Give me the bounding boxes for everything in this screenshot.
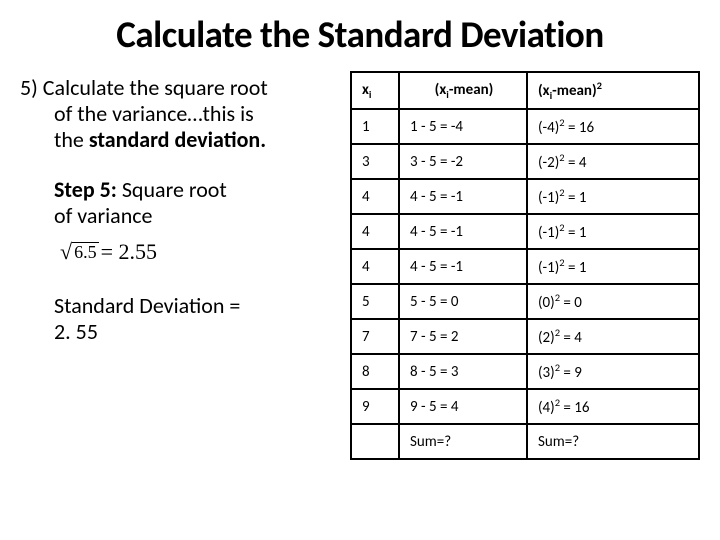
- cell-diff: 8 - 5 = 3: [399, 354, 527, 389]
- deviation-table: xi (xi-mean) (xi-mean)2 11 - 5 = -4(-4)2…: [350, 71, 700, 460]
- table-row: 44 - 5 = -1(-1)2 = 1: [351, 179, 699, 214]
- cell-xi: 4: [351, 179, 399, 214]
- cell-sq: (-1)2 = 1: [527, 179, 699, 214]
- step5-label: Step 5: Square root of variance: [20, 177, 332, 229]
- table-footer-row: Sum=?Sum=?: [351, 424, 699, 459]
- right-column: xi (xi-mean) (xi-mean)2 11 - 5 = -4(-4)2…: [350, 71, 700, 460]
- cell-xi: 9: [351, 389, 399, 424]
- table-row: 44 - 5 = -1(-1)2 = 1: [351, 214, 699, 249]
- para1-line3: the standard deviation.: [20, 127, 332, 153]
- cell-diff: 4 - 5 = -1: [399, 179, 527, 214]
- header-xi: xi: [351, 72, 399, 109]
- header-sq: (xi-mean)2: [527, 72, 699, 109]
- cell-xi: 1: [351, 109, 399, 144]
- sqrt-formula: √6.5 = 2.55: [20, 239, 332, 265]
- table-row: 77 - 5 = 2(2)2 = 4: [351, 319, 699, 354]
- cell-sq: (-1)2 = 1: [527, 249, 699, 284]
- step-description: 5) Calculate the square root of the vari…: [20, 75, 332, 153]
- left-column: 5) Calculate the square root of the vari…: [20, 71, 332, 460]
- cell-sq: (-1)2 = 1: [527, 214, 699, 249]
- table-row: 44 - 5 = -1(-1)2 = 1: [351, 249, 699, 284]
- para1-line2: of the variance…this is: [20, 101, 332, 127]
- cell-diff: 5 - 5 = 0: [399, 284, 527, 319]
- table-row: 55 - 5 = 0(0)2 = 0: [351, 284, 699, 319]
- table-row: 11 - 5 = -4(-4)2 = 16: [351, 109, 699, 144]
- cell-diff: 4 - 5 = -1: [399, 214, 527, 249]
- footer-cell: Sum=?: [527, 424, 699, 459]
- cell-xi: 7: [351, 319, 399, 354]
- cell-sq: (3)2 = 9: [527, 354, 699, 389]
- table-row: 99 - 5 = 4(4)2 = 16: [351, 389, 699, 424]
- cell-sq: (0)2 = 0: [527, 284, 699, 319]
- cell-diff: 3 - 5 = -2: [399, 144, 527, 179]
- table-header-row: xi (xi-mean) (xi-mean)2: [351, 72, 699, 109]
- cell-diff: 7 - 5 = 2: [399, 319, 527, 354]
- footer-cell: [351, 424, 399, 459]
- cell-xi: 4: [351, 214, 399, 249]
- cell-diff: 1 - 5 = -4: [399, 109, 527, 144]
- cell-sq: (-2)2 = 4: [527, 144, 699, 179]
- footer-cell: Sum=?: [399, 424, 527, 459]
- sqrt-icon: √: [60, 239, 72, 265]
- table-row: 88 - 5 = 3(3)2 = 9: [351, 354, 699, 389]
- result-text: Standard Deviation = 2. 55: [20, 293, 332, 345]
- header-diff: (xi-mean): [399, 72, 527, 109]
- para1-line1: 5) Calculate the square root: [20, 74, 268, 101]
- cell-sq: (-4)2 = 16: [527, 109, 699, 144]
- cell-xi: 8: [351, 354, 399, 389]
- cell-xi: 4: [351, 249, 399, 284]
- cell-diff: 9 - 5 = 4: [399, 389, 527, 424]
- cell-sq: (4)2 = 16: [527, 389, 699, 424]
- table-row: 33 - 5 = -2(-2)2 = 4: [351, 144, 699, 179]
- cell-xi: 3: [351, 144, 399, 179]
- cell-diff: 4 - 5 = -1: [399, 249, 527, 284]
- cell-xi: 5: [351, 284, 399, 319]
- content-row: 5) Calculate the square root of the vari…: [20, 71, 700, 460]
- cell-sq: (2)2 = 4: [527, 319, 699, 354]
- page-title: Calculate the Standard Deviation: [20, 12, 700, 57]
